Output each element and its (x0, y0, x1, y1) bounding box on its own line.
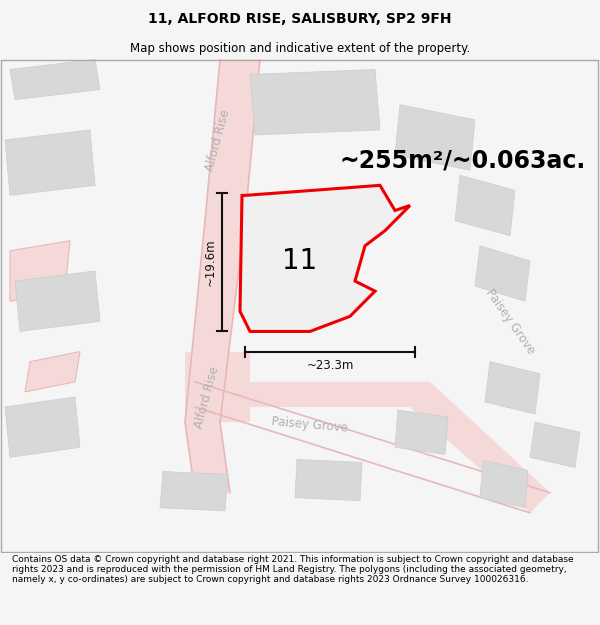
Polygon shape (160, 471, 228, 511)
Text: Paisey Grove: Paisey Grove (483, 286, 537, 356)
Polygon shape (265, 241, 340, 296)
Polygon shape (395, 105, 475, 170)
Polygon shape (10, 59, 100, 99)
Polygon shape (185, 352, 250, 422)
Text: 11, ALFORD RISE, SALISBURY, SP2 9FH: 11, ALFORD RISE, SALISBURY, SP2 9FH (148, 12, 452, 26)
Polygon shape (25, 352, 80, 392)
Polygon shape (5, 397, 80, 458)
Text: Map shows position and indicative extent of the property.: Map shows position and indicative extent… (130, 41, 470, 54)
Polygon shape (185, 221, 245, 422)
Text: 11: 11 (283, 247, 317, 275)
Polygon shape (195, 382, 550, 513)
Polygon shape (15, 271, 100, 331)
Polygon shape (295, 459, 362, 501)
Polygon shape (240, 186, 410, 331)
Polygon shape (5, 130, 95, 196)
Text: Alford Rise: Alford Rise (193, 364, 221, 429)
Text: Contains OS data © Crown copyright and database right 2021. This information is : Contains OS data © Crown copyright and d… (12, 554, 574, 584)
Polygon shape (250, 69, 380, 135)
Polygon shape (205, 59, 260, 221)
Text: Paisey Grove: Paisey Grove (271, 416, 349, 435)
Text: ~23.3m: ~23.3m (307, 359, 353, 372)
Polygon shape (485, 362, 540, 414)
Polygon shape (10, 241, 70, 301)
Polygon shape (395, 410, 448, 454)
Polygon shape (480, 461, 528, 508)
Text: ~255m²/~0.063ac.: ~255m²/~0.063ac. (340, 148, 586, 172)
Text: ~19.6m: ~19.6m (203, 239, 217, 286)
Polygon shape (475, 246, 530, 301)
Polygon shape (530, 422, 580, 468)
Text: Alford Rise: Alford Rise (203, 107, 232, 172)
Polygon shape (455, 175, 515, 236)
Polygon shape (185, 422, 230, 492)
